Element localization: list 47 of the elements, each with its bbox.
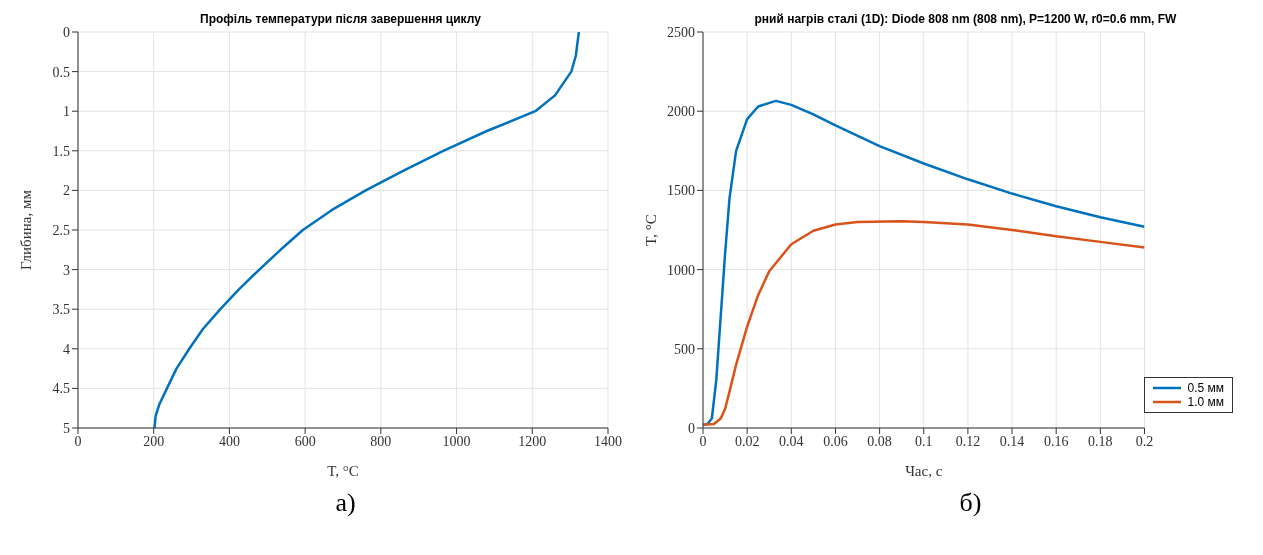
x-tick-label: 0.04 [779,433,804,449]
y-tick-label: 4.5 [52,381,70,397]
x-tick-label: 0 [699,433,707,449]
x-tick-label: 0 [74,433,82,449]
y-tick-label: 2 [63,183,70,199]
chart-title: Профіль температури після завершення циклу [199,12,482,26]
x-tick-label: 1200 [518,433,547,449]
y-tick-label: 2000 [667,104,695,120]
y-tick-label: 1 [63,104,70,120]
y-tick-label: 1.5 [52,143,70,159]
y-tick-label: 0 [688,420,695,436]
y-tick-label: 2500 [667,24,695,40]
text: б) [958,488,983,518]
y-axis-title: Глибина, мм [18,189,35,270]
x-axis-title: Час, с [905,463,943,479]
y-tick-label: 0.5 [52,64,70,80]
x-tick-label: 800 [370,433,392,449]
y-tick-label: 2.5 [52,222,70,238]
chart-title: рний нагрів сталі (1D): Diode 808 nm (808 nm), P=1200 W, r0=0.6 mm, FW [753,12,1178,26]
x-tick-label: 0.16 [1043,433,1069,449]
line-series [153,32,581,428]
y-tick-label: 4 [63,341,70,357]
y-tick-label: 5 [63,420,70,436]
legend-label: 1.0 мм [1186,395,1224,409]
y-axis-title: T, °C [643,214,660,246]
x-tick-label: 0.02 [734,433,760,449]
x-tick-label: 0.14 [999,433,1025,449]
x-tick-label: 1000 [442,433,471,449]
y-tick-label: 1000 [667,262,695,278]
y-tick-label: 1500 [667,183,695,199]
x-tick-label: 400 [218,433,240,449]
legend-label: 0.5 мм [1186,381,1224,395]
x-tick-label: 0.06 [823,433,848,449]
y-tick-label: 3 [63,262,70,278]
x-tick-label: 0.18 [1088,433,1113,449]
x-tick-label: 600 [294,433,316,449]
x-tick-label: 1400 [594,433,622,449]
x-axis-title: T, °C [327,463,359,479]
x-tick-label: 0.12 [955,433,981,449]
x-tick-label: 0.2 [1135,433,1154,449]
y-tick-label: 0 [63,24,70,40]
x-tick-label: 200 [143,433,165,449]
x-tick-label: 0.1 [914,433,933,449]
text: а) [334,488,357,518]
y-tick-label: 500 [674,341,695,357]
x-tick-label: 0.08 [867,433,892,449]
y-tick-label: 3.5 [52,302,70,318]
